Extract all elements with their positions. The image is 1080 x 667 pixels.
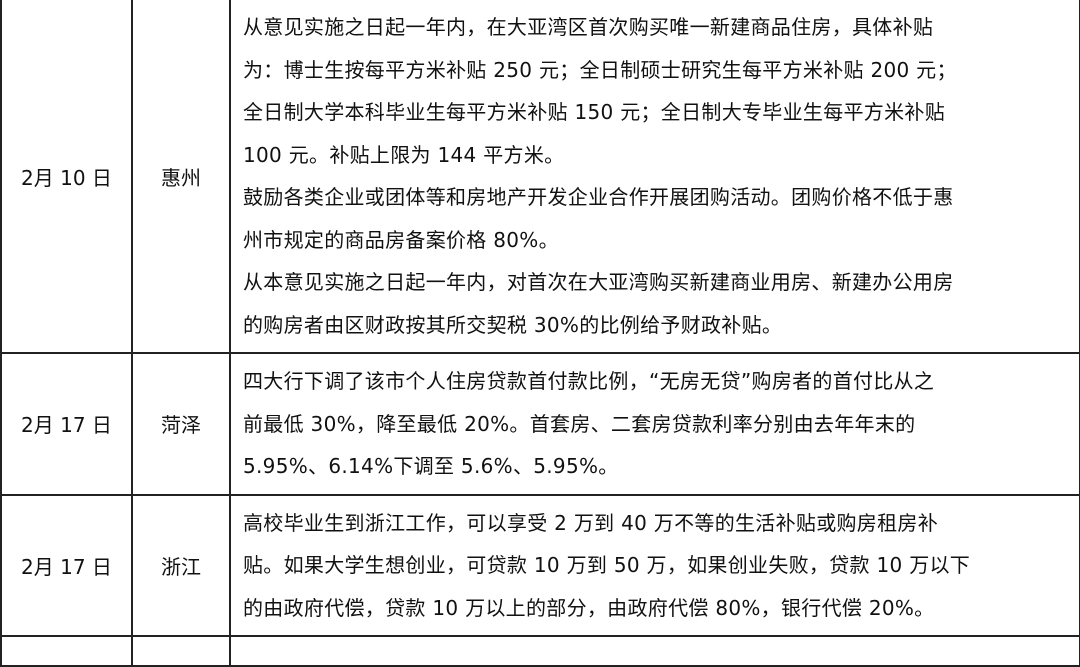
table-row: 2月 10 日 惠州 从意见实施之日起一年内，在大亚湾区首次购买唯一新建商品住房…: [0, 0, 1080, 354]
city-cell: 浙江: [131, 493, 231, 637]
text-line: 5.95%、6.14%下调至 5.6%、5.95%。: [243, 454, 619, 478]
text-line: 从本意见实施之日起一年内，对首次在大亚湾购买新建商业用房、新建办公用房: [243, 270, 954, 294]
text-line: 高校毕业生到浙江工作，可以享受 2 万到 40 万不等的生活补贴或购房租房补: [243, 510, 939, 535]
date-cell: 2月 17 日: [0, 352, 133, 496]
date-cell: 2月 10 日: [0, 0, 133, 354]
empty-cell: [131, 635, 231, 667]
table-row: 2月 17 日 浙江 高校毕业生到浙江工作，可以享受 2 万到 40 万不等的生…: [0, 493, 1080, 637]
city-cell: 菏泽: [131, 352, 231, 496]
text-line: 的由政府代偿，贷款 10 万以上的部分，由政府代偿 80%，银行代偿 20%。: [243, 595, 935, 620]
city-cell: 惠州: [131, 0, 231, 354]
text-line: 鼓励各类企业或团体等和房地产开发企业合作开展团购活动。团购价格不低于惠: [243, 185, 954, 209]
policy-content-cell: 从意见实施之日起一年内，在大亚湾区首次购买唯一新建商品住房，具体补贴 为：博士生…: [229, 0, 1080, 354]
text-line: 从意见实施之日起一年内，在大亚湾区首次购买唯一新建商品住房，具体补贴: [243, 15, 934, 39]
empty-cell: [229, 635, 1080, 667]
policy-content-cell: 四大行下调了该市个人住房贷款首付款比例，“无房无贷”购房者的首付比从之 前最低 …: [229, 352, 1080, 496]
text-line: 为：博士生按每平方米补贴 250 元；全日制硕士研究生每平方米补贴 200 元；: [243, 57, 957, 82]
text-line: 的购房者由区财政按其所交契税 30%的比例给予财政补贴。: [243, 312, 783, 337]
table-row-partial: [0, 635, 1080, 667]
empty-cell: [0, 635, 133, 667]
text-line: 100 元。补贴上限为 144 平方米。: [243, 142, 565, 167]
text-line: 贴。如果大学生想创业，可贷款 10 万到 50 万，如果创业失败，贷款 10 万…: [243, 553, 971, 577]
text-line: 四大行下调了该市个人住房贷款首付款比例，“无房无贷”购房者的首付比从之: [243, 369, 935, 393]
date-cell: 2月 17 日: [0, 493, 133, 637]
policy-content-cell: 高校毕业生到浙江工作，可以享受 2 万到 40 万不等的生活补贴或购房租房补 贴…: [229, 493, 1080, 637]
text-line: 州市规定的商品房备案价格 80%。: [243, 227, 559, 252]
table-row: 2月 17 日 菏泽 四大行下调了该市个人住房贷款首付款比例，“无房无贷”购房者…: [0, 352, 1080, 496]
text-line: 前最低 30%，降至最低 20%。首套房、二套房贷款利率分别由去年年末的: [243, 411, 916, 436]
text-line: 全日制大学本科毕业生每平方米补贴 150 元；全日制大专毕业生每平方米补贴: [243, 100, 945, 124]
